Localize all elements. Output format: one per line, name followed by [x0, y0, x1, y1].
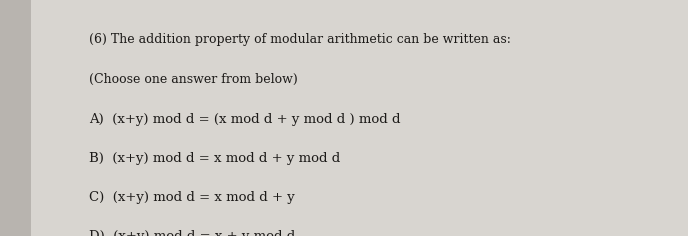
Text: (Choose one answer from below): (Choose one answer from below) — [89, 73, 298, 86]
Text: (6) The addition property of modular arithmetic can be written as:: (6) The addition property of modular ari… — [89, 33, 511, 46]
Bar — [0, 0, 31, 236]
Text: B)  (x+y) mod d = x mod d + y mod d: B) (x+y) mod d = x mod d + y mod d — [89, 152, 341, 165]
Text: D)  (x+y) mod d = x + y mod d: D) (x+y) mod d = x + y mod d — [89, 230, 296, 236]
Text: C)  (x+y) mod d = x mod d + y: C) (x+y) mod d = x mod d + y — [89, 191, 295, 204]
Text: A)  (x+y) mod d = (x mod d + y mod d ) mod d: A) (x+y) mod d = (x mod d + y mod d ) mo… — [89, 113, 401, 126]
